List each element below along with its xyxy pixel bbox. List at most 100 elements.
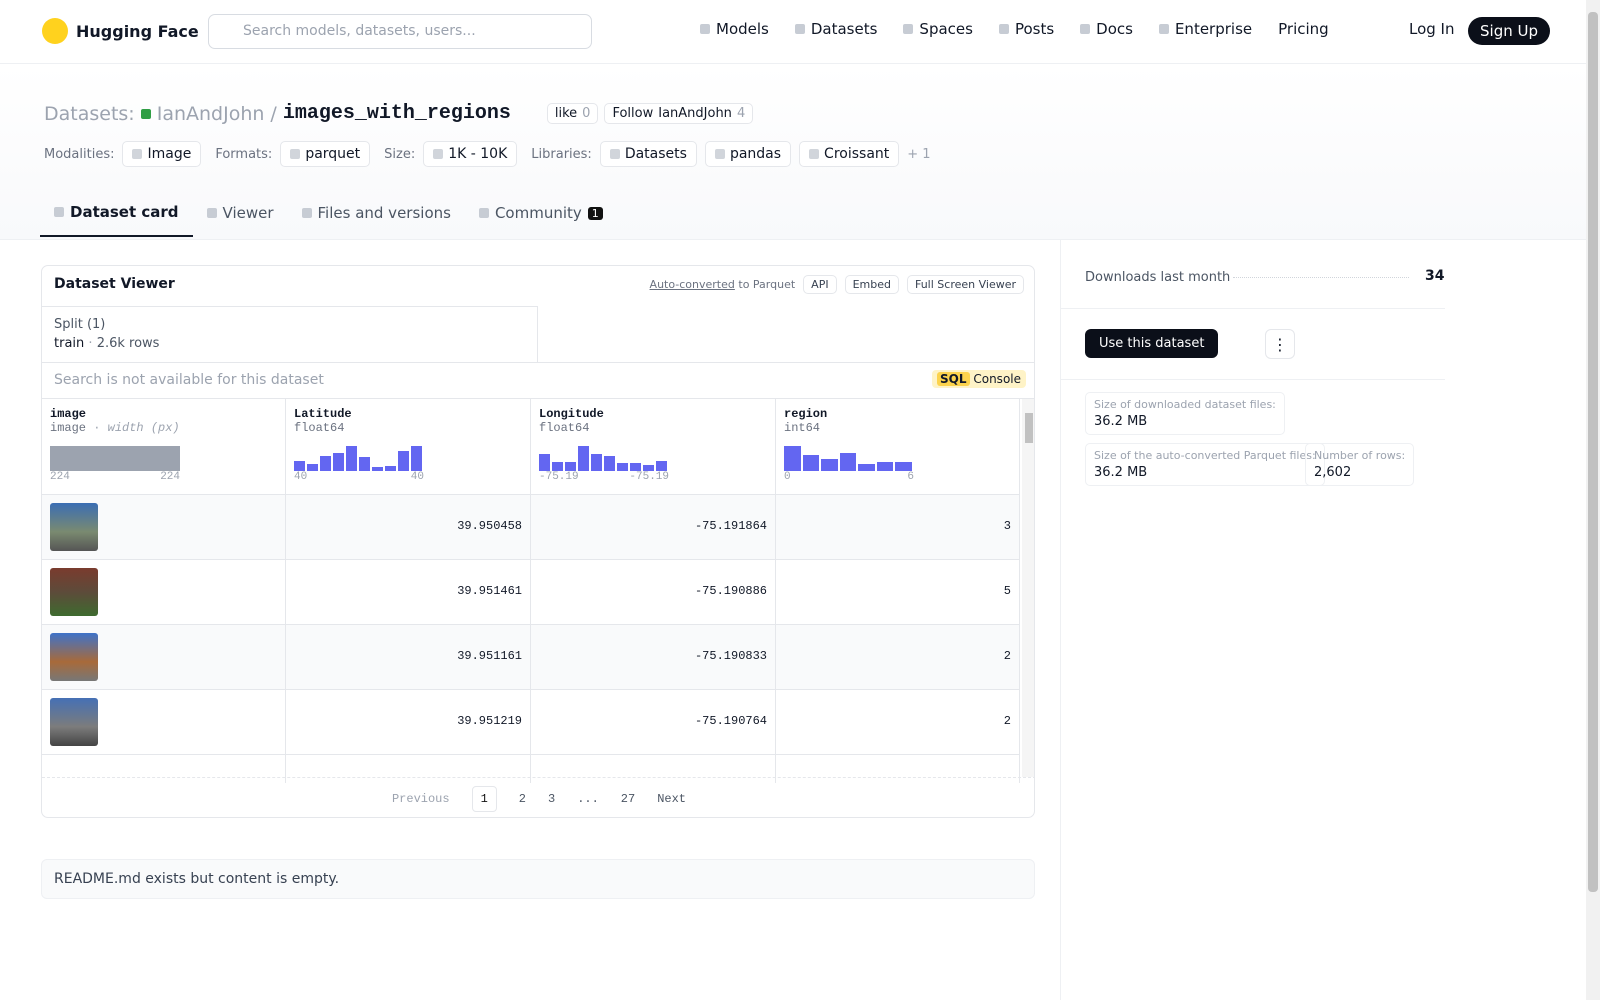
page[interactable]: 2 [518,791,526,806]
nav-icon [1080,24,1091,34]
more-tags[interactable]: + 1 [907,146,931,162]
next[interactable]: Next [657,791,687,806]
stat-label: Size of downloaded dataset files: [1094,398,1276,411]
nav-link-text: Datasets [810,20,878,38]
viewer-button[interactable]: API [803,275,837,294]
tag-text: Croissant [824,146,890,162]
sql-label: SQL [937,372,970,386]
sql-console[interactable]: SQL Console [932,370,1026,388]
page[interactable]: 27 [620,791,636,806]
cell-value: 5 [1003,584,1011,598]
tag-text: Datasets [624,146,687,162]
column-header[interactable]: region int64 0 6 [776,399,1019,495]
tag[interactable]: 1K - 10K [423,141,518,167]
cell-value: 39.951461 [457,584,522,598]
stat: Size of downloaded dataset files: 36.2 MB [1085,392,1285,435]
brand[interactable]: Hugging Face [42,18,199,44]
histogram-bar [895,461,912,471]
auto-converted[interactable]: Auto-converted [649,278,735,291]
nav-icon [998,24,1009,34]
section[interactable]: Datasets: [44,102,135,125]
cell-value: 3 [1003,519,1011,533]
column-name: image [50,407,87,421]
tag[interactable]: Image [122,141,202,167]
column: region int64 0 6 3 5 2 2 [776,399,1020,783]
thumbnail[interactable] [50,633,98,681]
tab-icon [206,208,217,218]
tabs: Dataset card Viewer Files and versions Comm… [40,198,617,237]
tab[interactable]: Dataset card [40,198,193,237]
column-header[interactable]: image image · width (px) 224 224 [42,399,285,495]
dtype: float64 [539,421,590,435]
cell [42,690,285,755]
tag[interactable]: pandas [704,141,792,167]
page[interactable]: 3 [547,791,556,806]
cell-value: -75.190764 [694,714,767,728]
tag[interactable]: Datasets [599,141,697,167]
thumbnail[interactable] [50,698,98,746]
min-max: 40 40 [294,471,424,483]
nav-link[interactable]: Pricing [1278,20,1329,38]
cell-value: 39.950458 [457,519,522,533]
tab-icon [54,207,64,217]
split-select[interactable]: Split (1) train · 2.6k rows [42,306,538,362]
tab-icon [301,208,312,218]
pagination: Previous 1 2 3... 27 Next [42,777,1034,817]
signup[interactable]: Sign Up [1468,17,1550,45]
follow-count: 4 [736,106,746,121]
thumbnail[interactable] [50,503,98,551]
nav-link[interactable]: Docs [1080,20,1133,38]
column-header[interactable]: Longitude float64 -75.19 -75.19 [531,399,775,495]
histogram-bar [802,455,820,471]
thumbnail[interactable] [50,568,98,616]
follow-name: IanAndJohn [658,106,732,121]
nav-link[interactable]: Models [700,20,769,38]
tags-row: Modalities: Image Formats: parquet Size: 1K -… [44,141,931,167]
nav-link[interactable]: Posts [998,20,1055,38]
use-dataset-button[interactable]: Use this dataset [1085,329,1219,358]
nav-link[interactable]: Spaces [903,20,973,38]
histogram-bar [346,446,357,471]
previous[interactable]: Previous [391,791,450,806]
nav-link-text: Spaces [919,20,973,38]
nav-link[interactable]: Enterprise [1158,20,1252,38]
column-name: region [784,407,828,421]
histogram-bar [643,464,654,471]
page[interactable]: ... [577,791,599,806]
tag[interactable]: parquet [280,141,371,167]
tab[interactable]: Viewer [193,198,288,237]
max: 224 [160,471,180,483]
histogram-bar [565,461,576,471]
tab-label: Files and versions [317,204,451,222]
tag[interactable]: Croissant [799,141,900,167]
page[interactable]: 1 [471,785,497,812]
histogram-bar [617,462,628,471]
follow-button[interactable]: Follow IanAndJohn 4 [604,103,754,124]
owner[interactable]: IanAndJohn [156,102,265,125]
like-button[interactable]: like 0 [546,103,599,124]
logo [42,18,68,44]
stat-label: Number of rows: [1314,449,1406,462]
login[interactable]: Log In [1409,20,1455,38]
sidebar: Downloads last month 34 Use this dataset… [1060,240,1600,1000]
histogram-bar [372,466,383,471]
search-box[interactable]: Search models, datasets, users... [208,14,592,49]
histogram-bar [552,461,563,471]
histogram [539,445,669,471]
column-header[interactable]: Latitude float64 40 40 [286,399,530,495]
downloads-count: 34 [1425,268,1445,284]
tab[interactable]: Files and versions [288,198,465,237]
cell: -75.190833 [531,625,775,690]
tab-label: Dataset card [70,203,179,221]
tab[interactable]: Community 1 [465,198,617,237]
column: Latitude float64 40 40 39.950458 39.951461 39.… [286,399,531,783]
more-button[interactable]: ⋮ [1265,329,1295,359]
histogram-bar [858,463,875,471]
viewer-button[interactable]: Embed [844,275,899,294]
cell: -75.191864 [531,495,775,560]
nav-link[interactable]: Datasets [794,20,878,38]
viewer-button[interactable]: Full Screen Viewer [906,275,1024,294]
nav-link-text: Posts [1014,20,1055,38]
tag-icon [132,149,143,159]
